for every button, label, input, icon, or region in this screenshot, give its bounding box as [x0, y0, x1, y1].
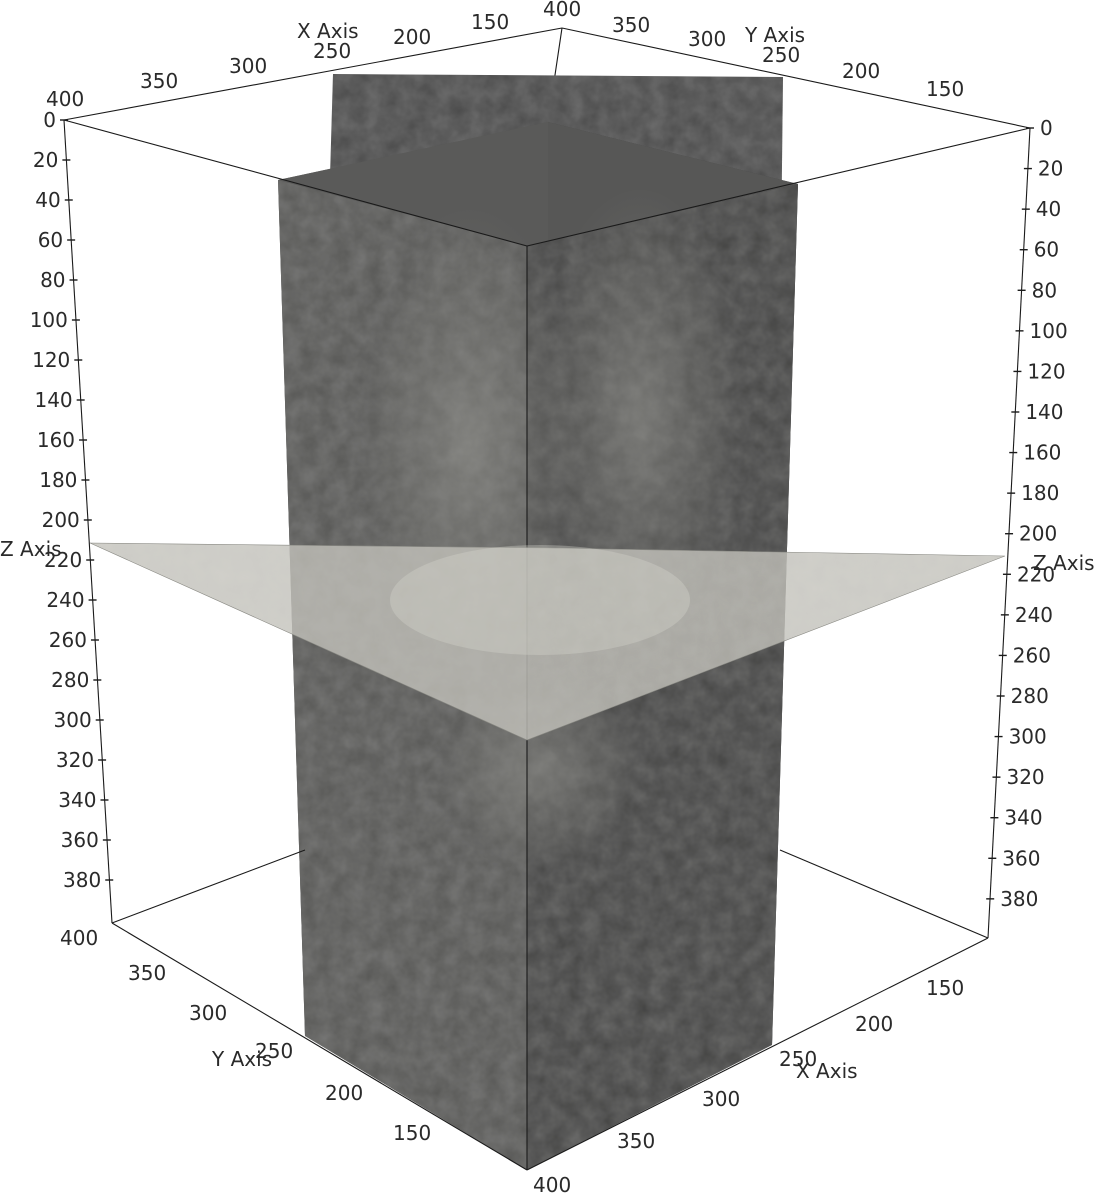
z-tick-label: 160: [1023, 441, 1061, 465]
z-tick-label: 60: [1034, 238, 1059, 262]
z-tick-label: 280: [51, 668, 89, 692]
z-tick-label: 300: [54, 708, 92, 732]
z-tick-label: 340: [1004, 806, 1042, 830]
z-tick-label: 100: [1030, 319, 1068, 343]
corner-tick-top: 400: [543, 0, 581, 21]
y-tick-top: 250: [762, 43, 800, 67]
z-tick-label: 240: [46, 588, 84, 612]
z-tick-label: 180: [39, 468, 77, 492]
x-tick-bottom: 250: [779, 1047, 817, 1071]
z-tick-label: 140: [1025, 400, 1063, 424]
y-axis-title-top: Y Axis: [744, 23, 805, 47]
z-tick-label: 0: [43, 108, 56, 132]
y-tick-bottom: 400: [60, 926, 98, 950]
z-tick-label: 60: [38, 228, 63, 252]
z-tick-label: 220: [1017, 562, 1055, 586]
z-tick-label: 0: [1040, 116, 1053, 140]
z-tick-label: 220: [44, 548, 82, 572]
z-tick-label: 380: [1000, 887, 1038, 911]
z-tick-label: 300: [1009, 725, 1047, 749]
z-axis-right-labels: 0 20 40 60 80 100 120 140 160 180 200 220 240 260 280 3…: [1000, 116, 1068, 911]
x-tick-bottom: 400: [533, 1173, 571, 1195]
z-tick-label: 280: [1011, 684, 1049, 708]
z-tick-label: 360: [1002, 846, 1040, 870]
z-tick-label: 120: [32, 348, 70, 372]
y-tick-bottom: 200: [325, 1081, 363, 1105]
bounding-box-front: [63, 119, 1031, 1171]
z-tick-label: 200: [42, 508, 80, 532]
z-tick-label: 20: [1038, 157, 1063, 181]
z-tick-label: 340: [58, 788, 96, 812]
z-axis-title-left: Z Axis: [0, 537, 62, 561]
y-tick-top: 350: [612, 13, 650, 37]
y-tick-bottom: 300: [189, 1001, 227, 1025]
x-axis-title-bottom: X Axis: [796, 1059, 858, 1083]
z-axis-left-labels: 0 20 40 60 80 100 120 140 160 180 200 220 240 260 280 3…: [30, 108, 102, 892]
x-tick-top: 250: [313, 39, 351, 63]
z-tick-label: 40: [35, 188, 60, 212]
x-tick-bottom: 350: [617, 1129, 655, 1153]
z-tick-label: 40: [1036, 197, 1061, 221]
z-tick-label: 200: [1019, 522, 1057, 546]
z-tick-label: 120: [1027, 359, 1065, 383]
y-tick-bottom: 250: [255, 1039, 293, 1063]
z-tick-label: 80: [1032, 278, 1057, 302]
z-tick-label: 160: [37, 428, 75, 452]
z-tick-label: 80: [40, 268, 65, 292]
x-tick-bottom: 150: [926, 976, 964, 1000]
y-tick-top: 300: [688, 27, 726, 51]
y-axis-title-bottom: Y Axis: [211, 1047, 272, 1071]
axis-ticks: [60, 119, 1034, 900]
z-tick-label: 140: [34, 388, 72, 412]
y-tick-bottom: 150: [393, 1121, 431, 1145]
z-tick-label: 360: [61, 828, 99, 852]
y-tick-bottom: 350: [128, 961, 166, 985]
y-tick-top: 200: [842, 59, 880, 83]
z-tick-label: 380: [63, 868, 101, 892]
y-tick-top: 150: [926, 77, 964, 101]
x-tick-top: 150: [471, 10, 509, 34]
x-tick-top: 350: [140, 69, 178, 93]
z-tick-label: 320: [1006, 765, 1044, 789]
z-tick-label: 180: [1021, 481, 1059, 505]
x-tick-top: 300: [229, 54, 267, 78]
z-tick-label: 20: [33, 148, 58, 172]
x-tick-top: 200: [393, 25, 431, 49]
z-tick-label: 260: [1013, 643, 1051, 667]
z-slice-plane: [89, 542, 1006, 741]
z-tick-label: 100: [30, 308, 68, 332]
z-axis-title-right: Z Axis: [1033, 551, 1095, 575]
x-tick-bottom: 200: [855, 1012, 893, 1036]
x-tick-bottom: 300: [702, 1087, 740, 1111]
z-tick-label: 260: [49, 628, 87, 652]
x-axis-title-top: X Axis: [297, 19, 359, 43]
x-tick-top: 400: [46, 87, 84, 111]
z-tick-label: 320: [56, 748, 94, 772]
z-tick-label: 240: [1015, 603, 1053, 627]
